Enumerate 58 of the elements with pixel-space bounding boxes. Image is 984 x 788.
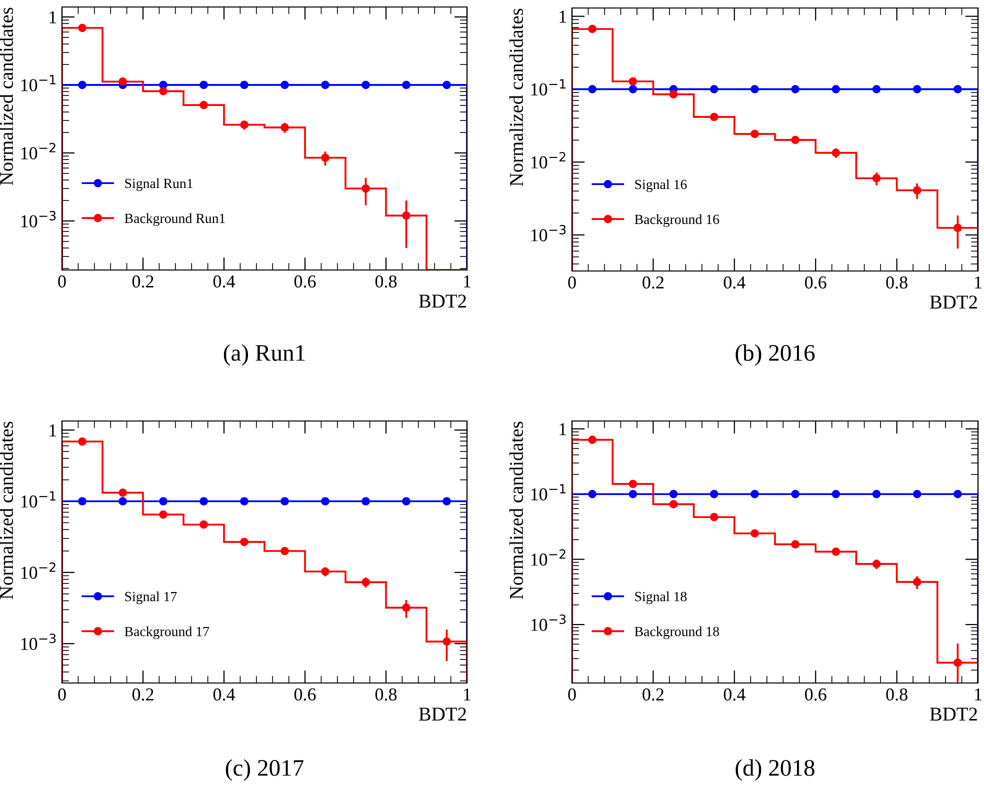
x-tick-label: 0.6 [294,688,316,701]
legend-label: Background 16 [634,214,720,227]
legend-label: Background Run1 [124,213,225,226]
legend-label: Signal 16 [635,179,687,192]
x-tick-label: 0.2 [132,275,154,288]
x-tick-label: 1 [975,276,982,288]
x-axis-title: BDT2 [418,708,466,721]
y-tick-label: 10$^{−1}$ [531,484,566,500]
x-tick-label: 1 [464,688,470,700]
y-tick-label: 10$^{−2}$ [531,549,566,566]
x-tick-label: 0 [58,688,66,701]
x-tick-label: 0.2 [132,688,154,701]
y-tick-label: 10$^{−1}$ [21,491,56,508]
x-axis-title: BDT2 [930,708,977,721]
y-tick-label: 10$^{−1}$ [531,79,566,96]
text: (b) 2016 [736,344,815,366]
x-tick-label: 0.6 [294,275,316,288]
y-tick-label: 1 [50,424,56,436]
x-tick-label: 0.6 [805,276,826,289]
y-tick-label: 10$^{−2}$ [21,562,56,579]
text: (a) Run1 [224,344,305,366]
y-tick-label: 1 [560,423,566,436]
text: (d) 2018 [736,759,814,781]
y-axis-title: Normalized candidates [509,8,524,186]
x-tick-label: 0 [568,688,576,701]
x-tick-label: 0.2 [642,276,664,289]
y-tick-label: 10$^{−3}$ [21,210,56,228]
y-tick-label: 10$^{−2}$ [21,142,56,160]
x-tick-label: 0.8 [886,688,908,701]
legend-label: Background 18 [634,626,720,640]
x-tick-label: 0.4 [213,275,236,288]
x-axis-title: BDT2 [418,294,466,308]
y-tick-label: 1 [50,11,56,24]
x-tick-label: 0.4 [724,688,746,701]
x-tick-label: 0.2 [642,688,664,701]
legend-label: Signal 17 [125,591,177,604]
y-tick-label: 10$^{−3}$ [531,614,566,631]
y-tick-label: 1 [560,10,566,23]
x-tick-label: 0 [568,276,576,289]
text: (c) 2017 [226,759,304,781]
x-tick-label: 0.8 [375,275,397,288]
x-axis-title: BDT2 [930,296,977,309]
y-tick-label: 10$^{−1}$ [21,74,56,92]
y-tick-label: 10$^{−3}$ [21,634,56,650]
x-tick-label: 0.8 [886,276,908,289]
legend-label: Background 17 [124,626,210,640]
legend-label: Signal 18 [635,591,687,604]
x-tick-label: 0.6 [805,688,826,701]
y-axis-title: Normalized candidates [509,422,524,600]
y-tick-label: 10$^{−2}$ [531,152,566,168]
legend-label: Signal Run1 [125,178,192,191]
x-tick-label: 0.4 [724,276,746,289]
x-tick-label: 1 [464,275,470,288]
x-tick-label: 1 [975,688,982,700]
x-tick-label: 0 [58,275,66,288]
x-tick-label: 0.4 [213,688,236,701]
y-tick-label: 10$^{−3}$ [531,224,566,242]
x-tick-label: 0.8 [375,688,397,701]
